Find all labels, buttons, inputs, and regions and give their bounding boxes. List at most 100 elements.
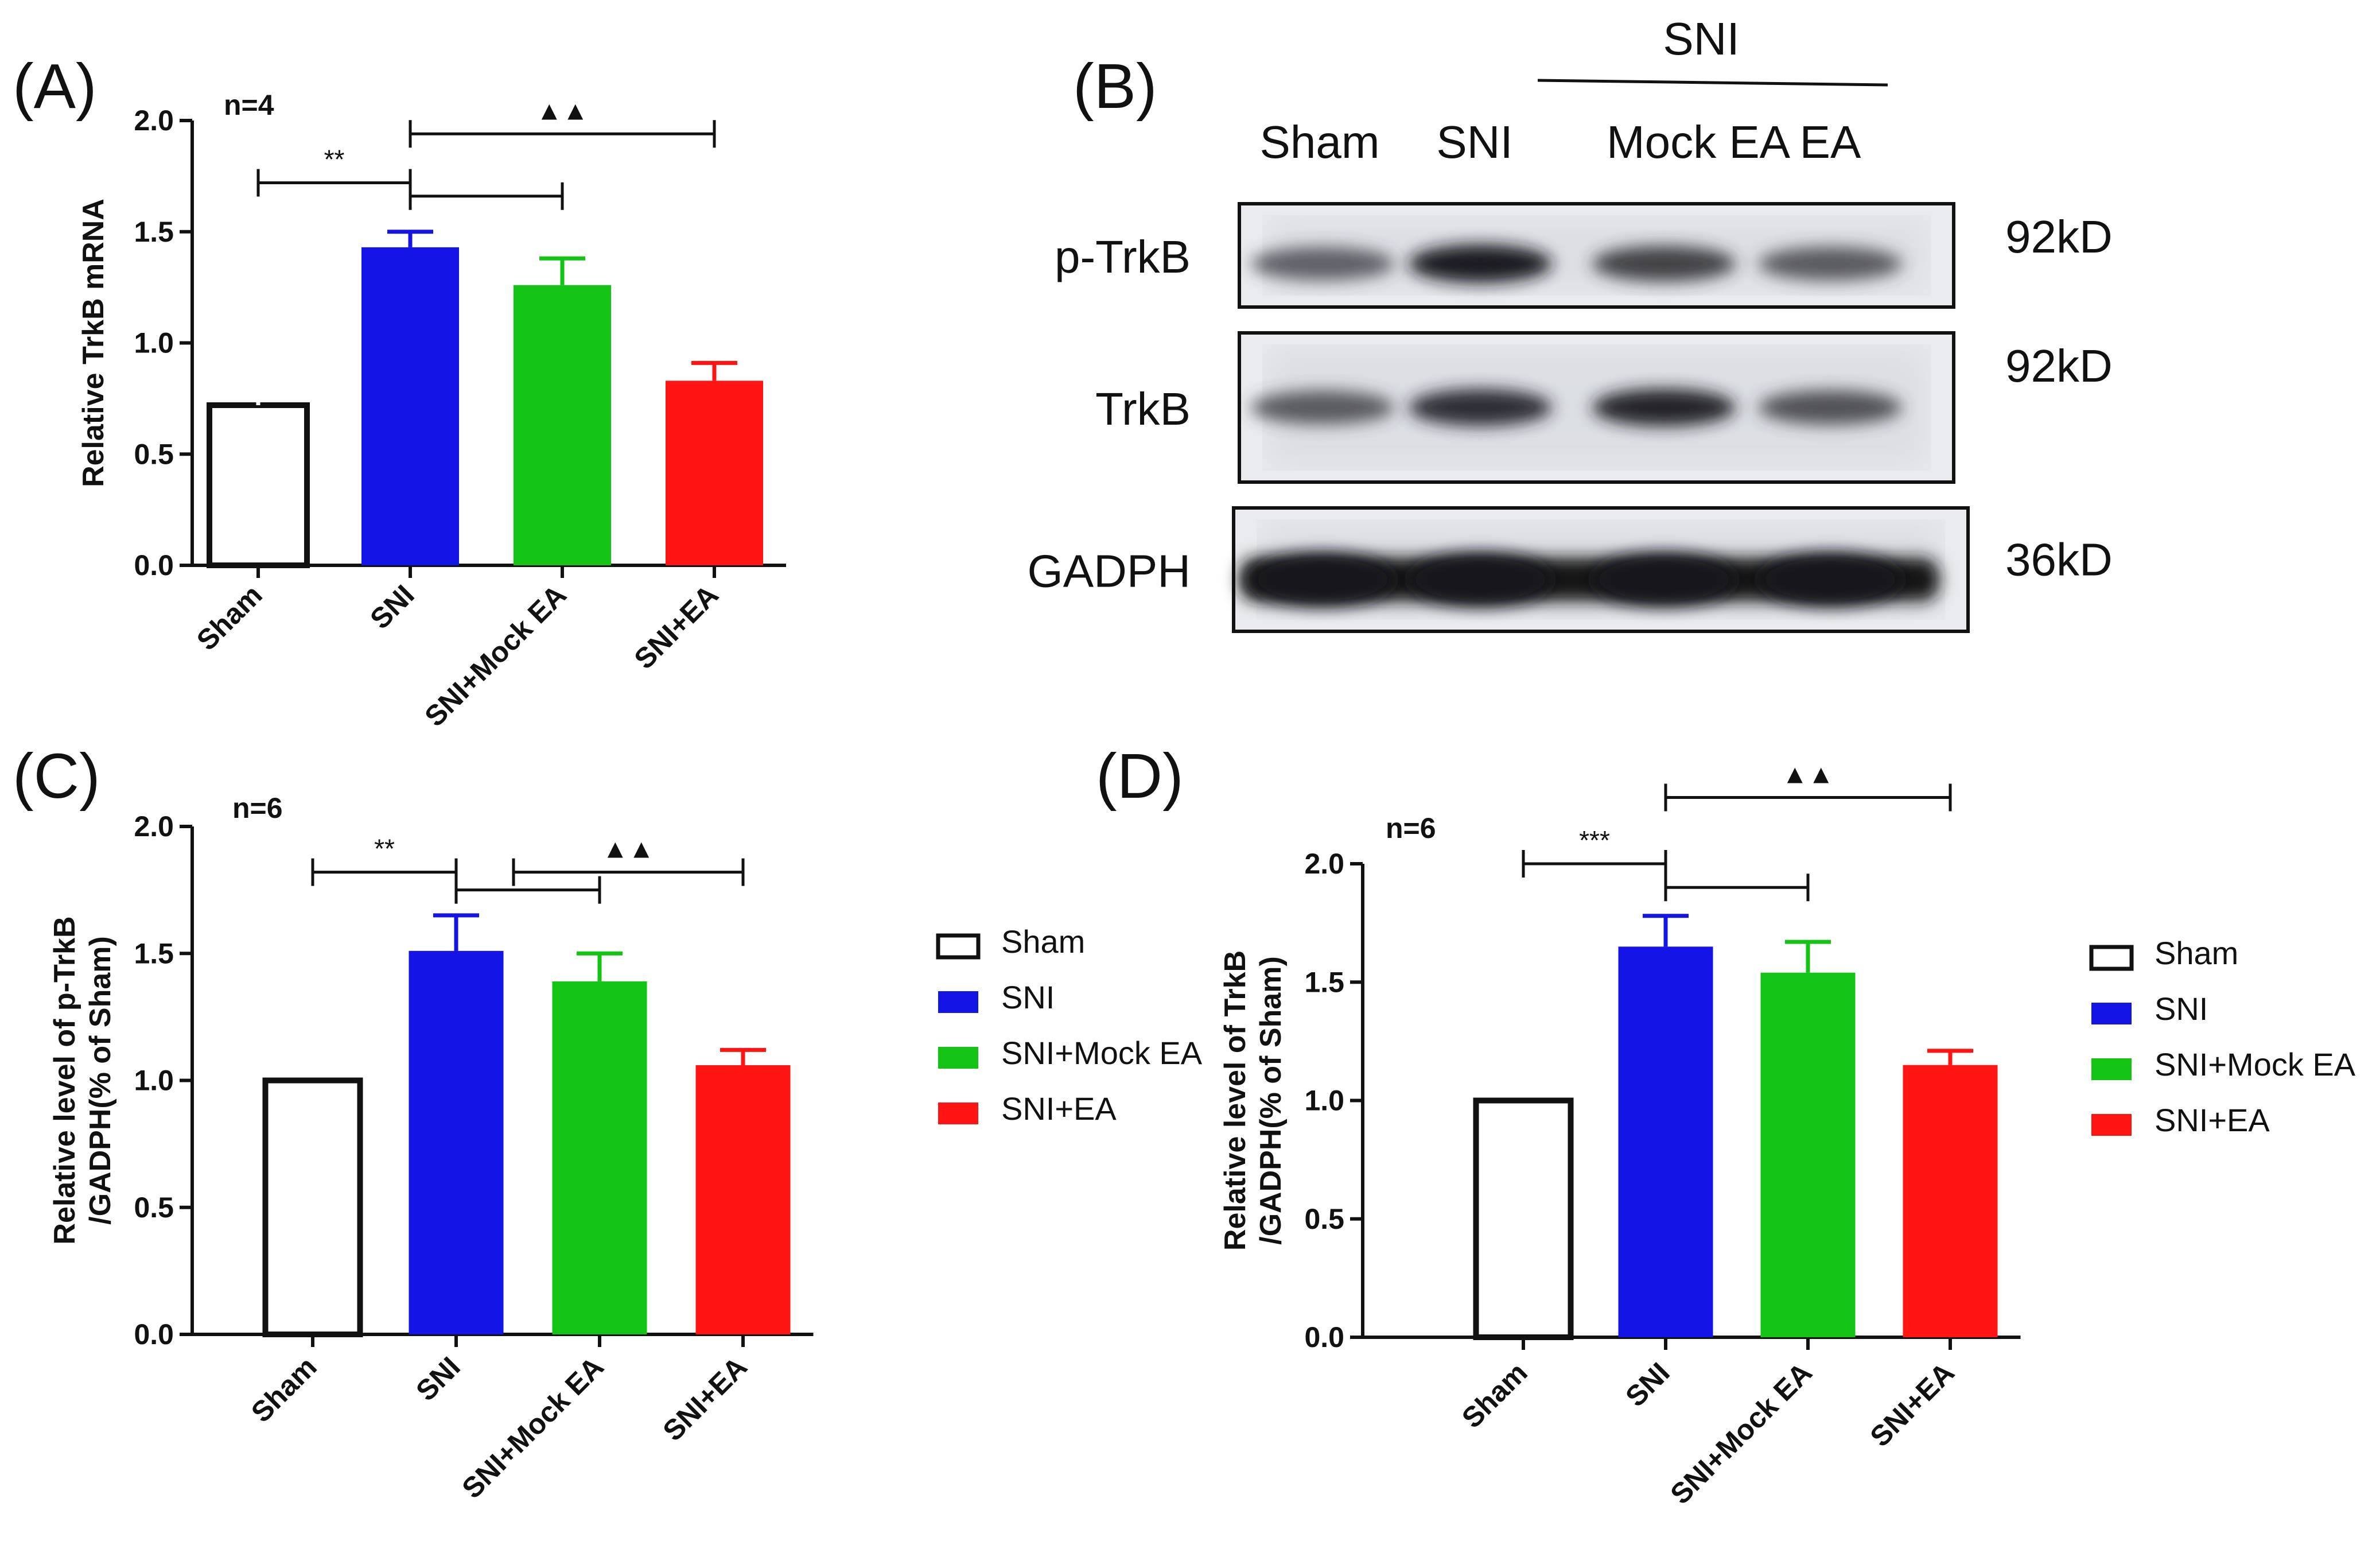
- y-tick-label: 1.0: [134, 327, 174, 359]
- blot-size-label: 36kD: [2005, 534, 2113, 585]
- blot-row-label: TrkB: [1095, 383, 1191, 434]
- significance-label: ▲▲: [1782, 759, 1834, 789]
- bar: [361, 247, 459, 565]
- legend-entry: SNI+Mock EA: [1001, 1035, 1203, 1071]
- y-tick-label: 0.0: [134, 549, 174, 581]
- legend-panel-d: Sham SNI SNI+Mock EA SNI+EA: [2089, 935, 2356, 1138]
- y-tick-label: 1.0: [134, 1065, 174, 1097]
- significance-label: **: [374, 834, 395, 864]
- legend-swatch: [2091, 1058, 2132, 1080]
- y-axis-label-line: /GADPH(% of Sham): [1254, 956, 1288, 1245]
- legend-swatch: [938, 1047, 978, 1069]
- category-label: SNI+Mock EA: [1664, 1356, 1818, 1511]
- blot-lane-label: Sham: [1260, 117, 1380, 168]
- significance-label: ▲▲: [602, 834, 654, 864]
- blot-band: [1409, 244, 1552, 283]
- blot-size-label: 92kD: [2005, 211, 2113, 262]
- y-tick-label: 0.5: [1304, 1203, 1344, 1235]
- legend-swatch: [938, 1103, 978, 1124]
- category-label: SNI: [1619, 1356, 1676, 1413]
- blot-band: [1251, 553, 1394, 606]
- y-tick-label: 0.5: [134, 438, 174, 470]
- bar: [262, 1077, 363, 1337]
- blot-band: [1239, 557, 1939, 601]
- y-tick-label: 2.0: [134, 810, 174, 843]
- category-label: SNI: [410, 1350, 466, 1407]
- significance-label: **: [324, 145, 345, 174]
- y-tick-label: 2.0: [134, 104, 174, 137]
- bar: [552, 981, 647, 1334]
- category-label: SNI+Mock EA: [456, 1350, 610, 1505]
- significance-label: ▲▲: [536, 95, 588, 125]
- legend-swatch: [2089, 945, 2134, 971]
- blot-lane-label: SNI: [1436, 117, 1512, 168]
- category-label: SNI+EA: [628, 579, 724, 675]
- n-label: n=6: [1386, 812, 1436, 844]
- bar: [1760, 972, 1856, 1337]
- blot-size-label: 92kD: [2005, 340, 2113, 391]
- blot-band: [1409, 553, 1552, 606]
- bar: [1618, 946, 1713, 1337]
- blot-frame: [1238, 202, 1955, 309]
- blot-frame: [1232, 506, 1970, 633]
- panel-d-label: (D): [1096, 741, 1184, 812]
- legend-entry: SNI+Mock EA: [2155, 1046, 2356, 1082]
- blot-band: [1409, 389, 1552, 426]
- category-label: Sham: [190, 579, 269, 657]
- significance-label: ***: [1579, 825, 1610, 855]
- y-tick-label: 2.0: [1304, 848, 1344, 880]
- chart-panel-a: 0.0 0.5 1.0 1.5 2.0 Relative TrkB mRNA n=4 Sham…: [77, 89, 786, 733]
- blot-group-label: SNI: [1663, 13, 1739, 64]
- blot-band: [1759, 246, 1902, 281]
- blot-band: [1592, 553, 1736, 606]
- blot-lane-label: Mock EA: [1607, 117, 1791, 168]
- blot-band: [1251, 390, 1394, 425]
- bar: [695, 1065, 791, 1334]
- blot-group-line: [1537, 79, 1888, 87]
- category-label: SNI+Mock EA: [418, 579, 573, 733]
- blot-frame: [1238, 331, 1955, 484]
- category-label: SNI+EA: [1864, 1356, 1960, 1453]
- legend-entry: SNI: [1001, 979, 1055, 1015]
- panel-c-label: (C): [13, 741, 100, 812]
- bar: [409, 950, 504, 1334]
- y-tick-label: 0.5: [134, 1191, 174, 1224]
- bar: [207, 402, 310, 568]
- chart-panel-d: 0.0 0.5 1.0 1.5 2.0 Relative level of TrkB/GA…: [1219, 759, 2021, 1511]
- y-tick-label: 1.5: [134, 937, 174, 969]
- blot-band: [1592, 246, 1736, 282]
- y-tick-label: 0.0: [134, 1318, 174, 1350]
- legend-entry: SNI: [2155, 991, 2208, 1027]
- y-axis-label: Relative TrkB mRNA: [77, 199, 110, 487]
- panel-a-label: (A): [13, 51, 97, 122]
- n-label: n=4: [224, 89, 274, 121]
- blot-band: [1759, 553, 1902, 606]
- y-tick-label: 1.5: [1304, 966, 1344, 998]
- y-axis-label-line: Relative level of p-TrkB: [48, 916, 81, 1244]
- legend-swatch: [938, 991, 978, 1013]
- legend-swatch: [2091, 1003, 2132, 1024]
- blot-band: [1592, 389, 1736, 426]
- legend-panel-c: Sham SNI SNI+Mock EA SNI+EA: [936, 923, 1203, 1127]
- legend-entry: Sham: [1001, 923, 1085, 960]
- legend-entry: SNI+EA: [2155, 1102, 2270, 1138]
- western-blot: SNI Sham SNI Mock EA EA p-TrkB 92kD TrkB 92kD GAD…: [1028, 13, 2113, 633]
- chart-panel-c: 0.0 0.5 1.0 1.5 2.0 Relative level of p-TrkB /…: [48, 792, 814, 1505]
- category-label: SNI: [364, 579, 421, 635]
- y-tick-label: 0.0: [1304, 1321, 1344, 1353]
- bar: [1473, 1097, 1574, 1340]
- y-tick-label: 1.0: [1304, 1085, 1344, 1117]
- blot-lane-label: EA: [1800, 117, 1861, 168]
- panel-b-label: (B): [1073, 51, 1157, 122]
- n-label: n=6: [232, 792, 283, 824]
- legend-swatch: [2091, 1114, 2132, 1136]
- bar: [514, 285, 611, 565]
- category-label: Sham: [1456, 1356, 1534, 1434]
- category-label: SNI+EA: [656, 1350, 753, 1447]
- y-axis-label-line: /GADPH(% of Sham): [84, 936, 117, 1225]
- y-tick-label: 1.5: [134, 216, 174, 248]
- category-label: Sham: [245, 1350, 323, 1429]
- y-axis-label-line: Relative level of TrkB: [1219, 950, 1252, 1251]
- blot-row-label: GADPH: [1028, 546, 1191, 597]
